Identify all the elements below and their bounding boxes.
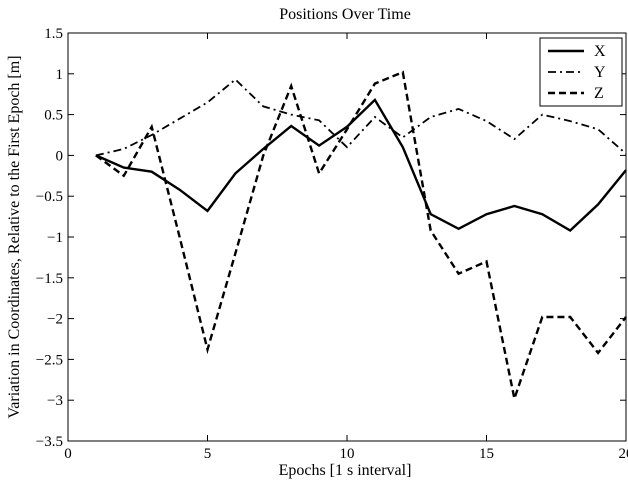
y-tick-label: −1 [47,230,63,246]
chart-title: Positions Over Time [279,6,411,23]
y-axis-title: Variation in Coordinates, Relative to th… [6,55,23,418]
x-tick-label: 0 [64,446,72,462]
y-tick-label: −3 [47,393,63,409]
legend: XYZ [539,37,623,107]
y-tick-label: −2 [47,312,63,328]
x-tick-label: 20 [619,446,628,462]
legend-label-y: Y [594,64,606,81]
x-axis: 0 5 10 15 20 [64,33,628,462]
y-tick-label: −0.5 [36,189,63,205]
legend-label-z: Z [594,85,604,102]
x-tick-label: 5 [204,446,212,462]
series-layer [95,70,627,404]
y-tick-label: −3.5 [36,434,63,450]
y-tick-label: −1.5 [36,271,63,287]
y-axis: −3.5 −3 −2.5 −2 −1.5 −1 −0.5 0 0.5 1 1.5 [36,26,626,450]
y-tick-label: −2.5 [36,352,63,368]
y-tick-label: 1 [56,67,64,83]
series-line-x [95,97,627,232]
y-tick-label: 0.5 [44,108,63,124]
x-tick-label: 10 [340,446,355,462]
series-line-z [95,70,627,404]
x-axis-title: Epochs [1 s interval] [279,462,412,479]
series-line-y [95,78,627,157]
y-tick-label: 1.5 [44,26,63,42]
x-tick-label: 15 [479,446,494,462]
legend-label-x: X [594,43,606,60]
y-tick-label: 0 [56,148,64,164]
